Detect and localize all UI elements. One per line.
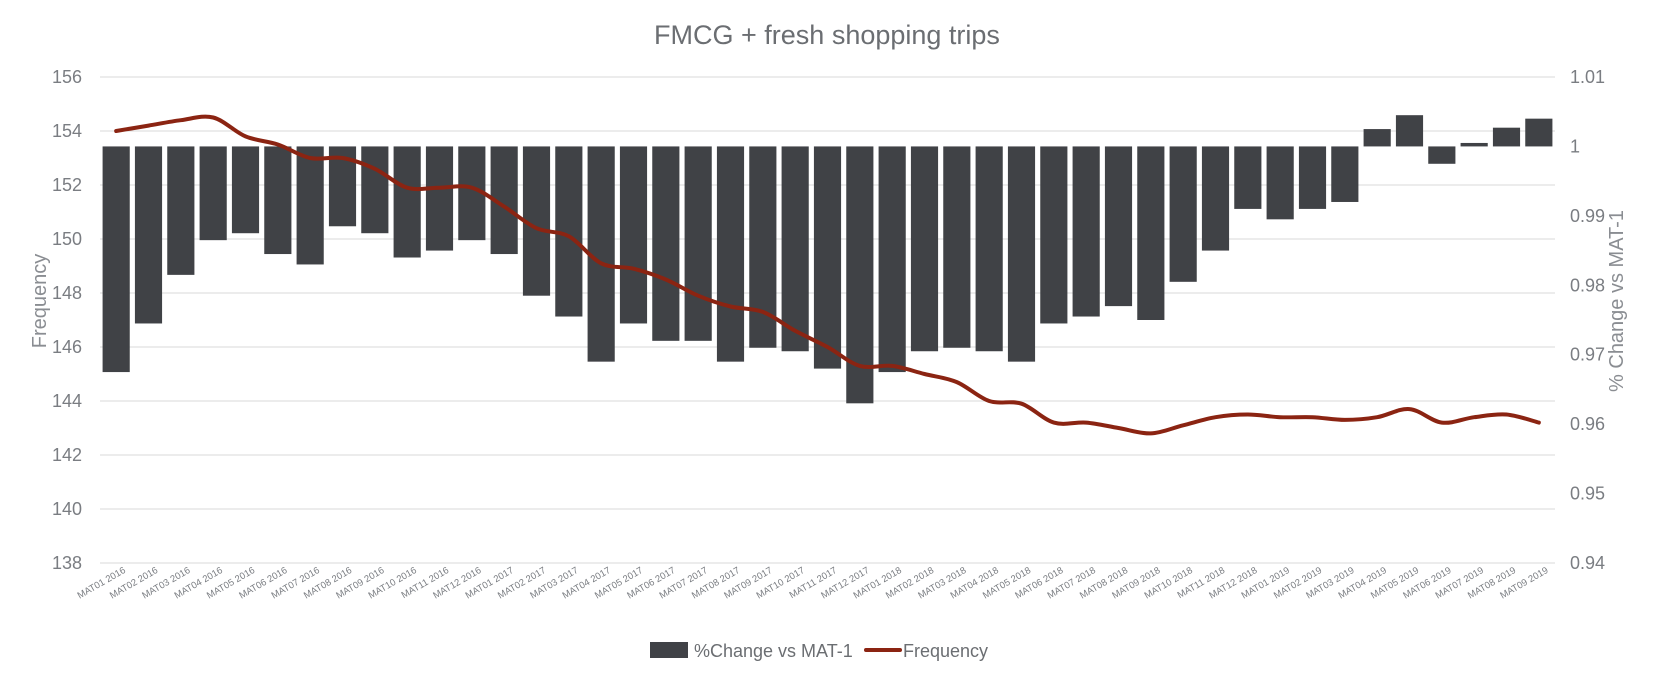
y2-axis-title: % Change vs MAT-1 [1606, 210, 1628, 392]
bar [1428, 146, 1456, 164]
legend-bar-swatch [650, 642, 688, 658]
bar [813, 146, 842, 369]
y-tick-label: 144 [52, 391, 82, 411]
bar [1395, 115, 1424, 147]
bar [102, 146, 130, 373]
bar [199, 146, 227, 241]
bar [425, 146, 454, 251]
y-tick-label: 150 [52, 229, 82, 249]
y2-tick-label: 0.96 [1570, 414, 1605, 434]
right-axis-ticks: 0.94 0.95 0.96 0.97 0.98 0.99 1 1.01 [1570, 67, 1605, 573]
bar [1266, 146, 1294, 220]
bar [393, 146, 421, 258]
bar [361, 146, 389, 234]
y-tick-label: 146 [52, 337, 82, 357]
y-tick-label: 152 [52, 175, 82, 195]
bar [1169, 146, 1197, 282]
bar-series [102, 115, 1553, 404]
bar [1201, 146, 1230, 251]
bar [652, 146, 680, 341]
y-tick-label: 148 [52, 283, 82, 303]
y-tick-label: 140 [52, 499, 82, 519]
y2-tick-label: 0.97 [1570, 345, 1605, 365]
bar [167, 146, 195, 275]
y-axis-title: Frequency [29, 254, 51, 349]
bar [878, 146, 906, 373]
bar [1040, 146, 1068, 324]
bar [716, 146, 745, 362]
bar [264, 146, 292, 255]
bar [1363, 129, 1391, 147]
bar [975, 146, 1003, 352]
bar [910, 146, 939, 352]
bar [1525, 118, 1553, 147]
y2-tick-label: 0.99 [1570, 206, 1605, 226]
bar [1072, 146, 1100, 317]
bar [1104, 146, 1133, 307]
bar [684, 146, 712, 341]
y2-tick-label: 1.01 [1570, 67, 1605, 87]
bar [943, 146, 971, 348]
left-axis-ticks: 138 140 142 144 146 148 150 152 154 156 [52, 67, 82, 573]
bar [1298, 146, 1327, 209]
bar [1007, 146, 1036, 362]
y-tick-label: 142 [52, 445, 82, 465]
bar [134, 146, 163, 324]
y2-tick-label: 1 [1570, 136, 1580, 156]
bar [1137, 146, 1165, 320]
bar [1234, 146, 1262, 209]
legend-line-label: Frequency [903, 641, 988, 661]
frequency-line [114, 114, 1541, 436]
y-tick-label: 156 [52, 67, 82, 87]
y-tick-label: 154 [52, 121, 82, 141]
bar [1460, 142, 1488, 147]
y2-tick-label: 0.95 [1570, 484, 1605, 504]
chart-title: FMCG + fresh shopping trips [654, 20, 1000, 50]
bar [1492, 127, 1521, 147]
legend: %Change vs MAT-1 Frequency [650, 641, 988, 661]
bar [781, 146, 809, 352]
bar [231, 146, 260, 234]
y-tick-label: 138 [52, 553, 82, 573]
bar [1331, 146, 1359, 202]
bar [296, 146, 324, 265]
y2-tick-label: 0.94 [1570, 553, 1605, 573]
bar [619, 146, 648, 324]
line-series [114, 114, 1541, 436]
y2-tick-label: 0.98 [1570, 275, 1605, 295]
legend-bar-label: %Change vs MAT-1 [694, 641, 853, 661]
